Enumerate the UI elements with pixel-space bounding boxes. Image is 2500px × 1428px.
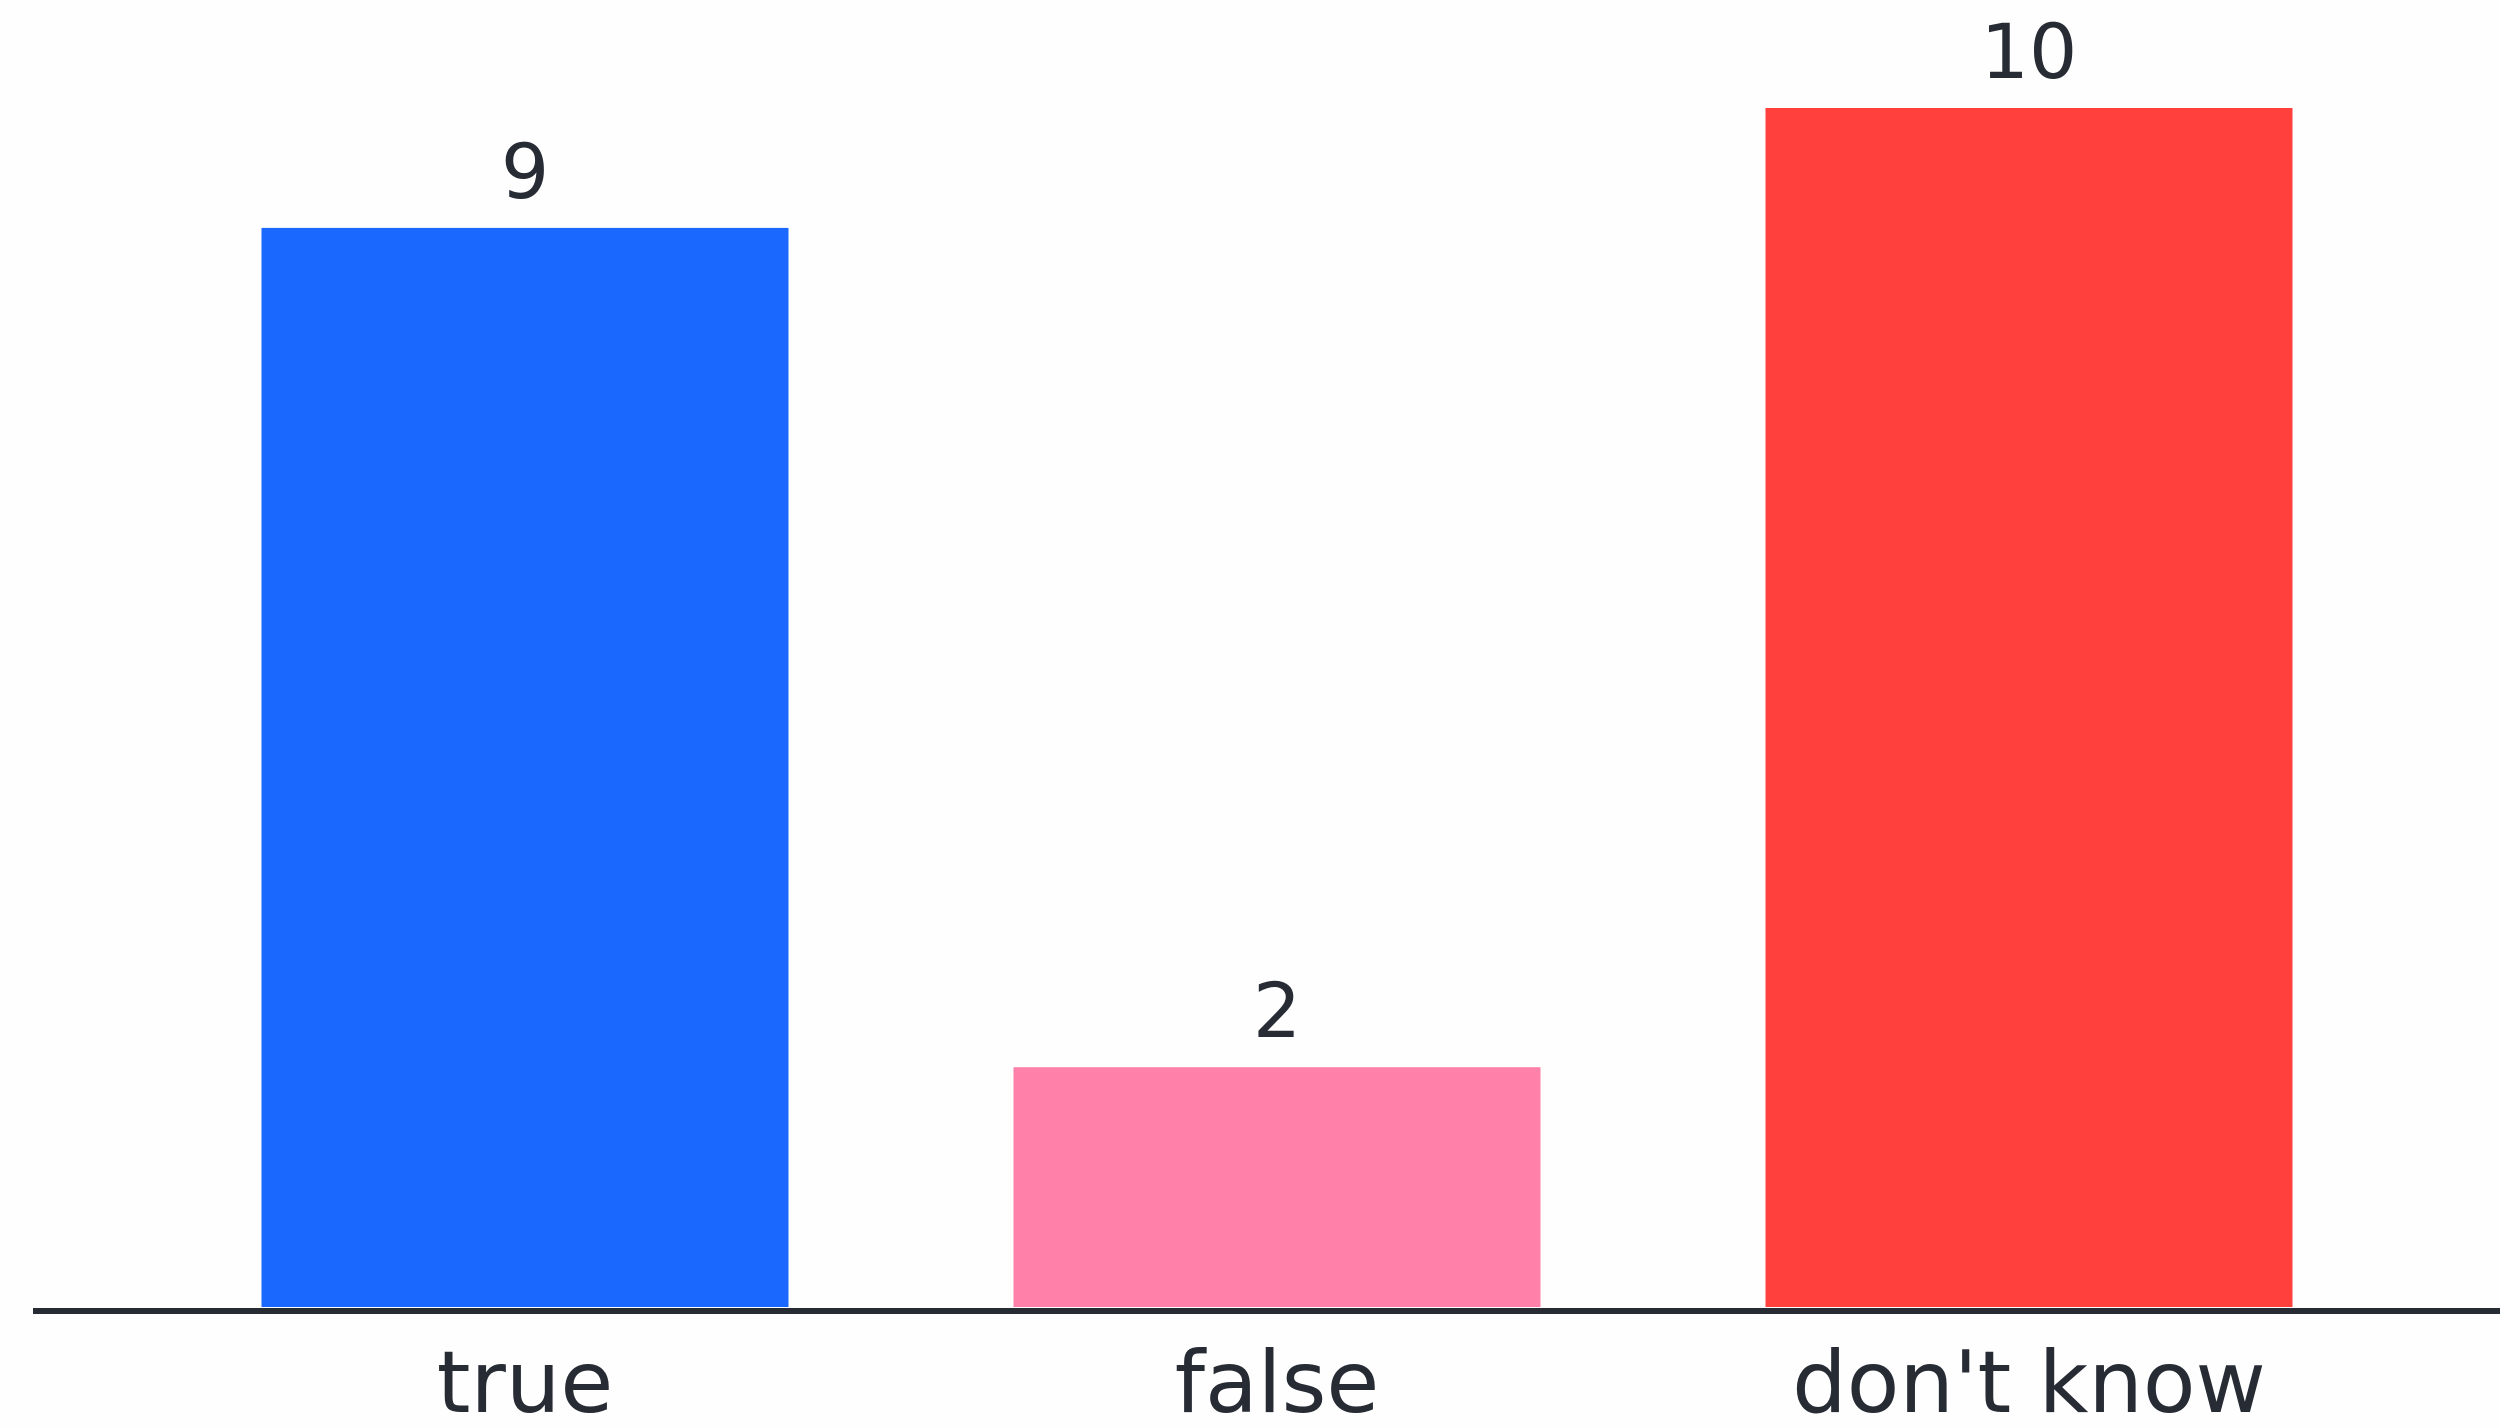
data-label: 10 — [1981, 7, 2078, 96]
bar-true — [261, 227, 789, 1307]
category-label: true — [437, 1333, 614, 1428]
category-label: false — [1175, 1333, 1380, 1428]
category-label: don't know — [1792, 1333, 2266, 1428]
bar-don-t-know — [1765, 108, 2293, 1307]
bar-false — [1013, 1067, 1541, 1307]
data-label: 2 — [1253, 966, 1301, 1055]
bars-group — [261, 108, 2293, 1307]
data-label: 9 — [501, 127, 549, 216]
data-labels-group: 9 2 10 — [501, 7, 2078, 1055]
category-labels-group: true false don't know — [437, 1333, 2266, 1428]
